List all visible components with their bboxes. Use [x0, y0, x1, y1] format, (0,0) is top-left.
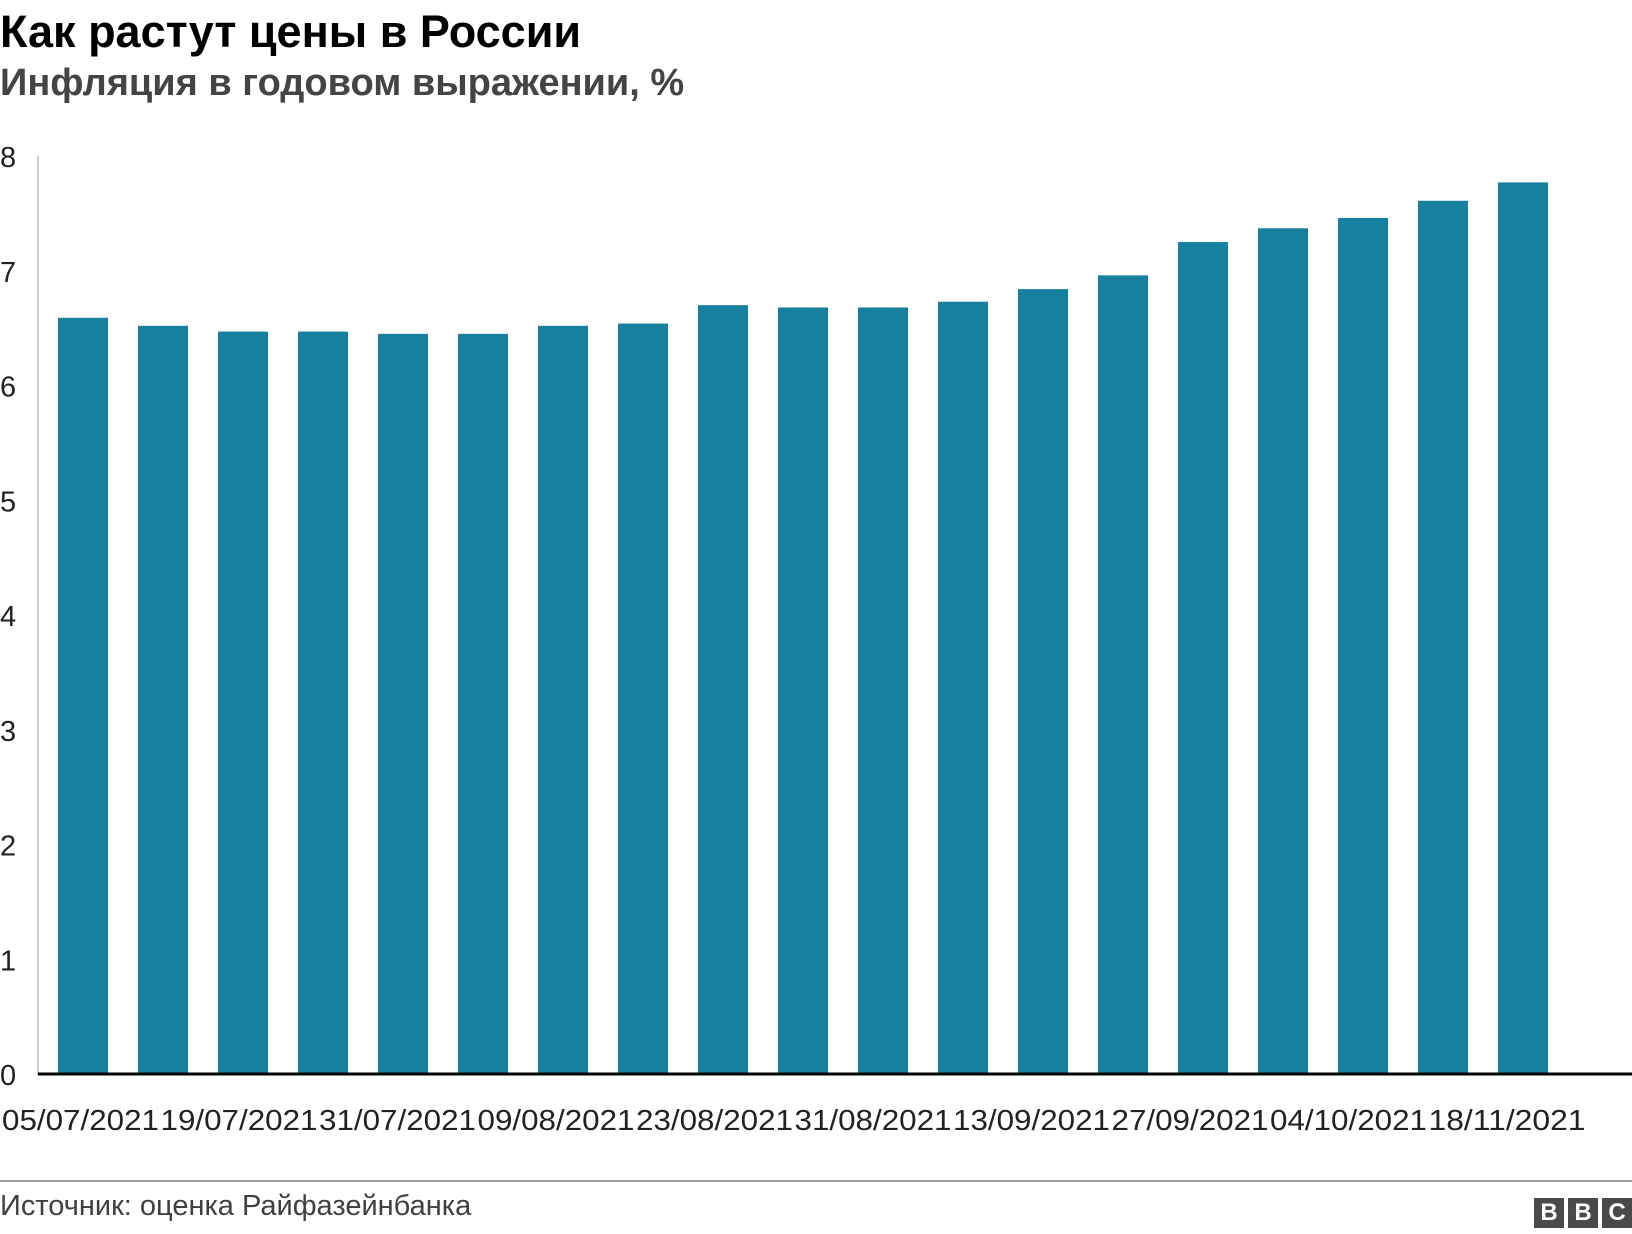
x-tick-label: 09/08/2021 [478, 1105, 635, 1137]
bar-chart: 0 1 2 3 4 5 6 7 8 05/07/2021 19/07/2021 31/07/2021… [0, 142, 1632, 1137]
bar-19 [1498, 182, 1548, 1074]
x-tick-label: 18/11/2021 [1429, 1105, 1586, 1137]
bar-9 [698, 305, 748, 1074]
x-tick-label: 19/07/2021 [161, 1105, 318, 1137]
chart-subtitle: Инфляция в годовом выражении, % [0, 62, 685, 104]
bar-16 [1258, 228, 1308, 1075]
bar-17 [1338, 217, 1388, 1075]
bar-7 [538, 325, 588, 1075]
y-tick-label: 2 [0, 831, 16, 863]
y-tick-label: 3 [0, 716, 16, 748]
bar-5 [378, 333, 428, 1074]
bar-18 [1418, 200, 1468, 1074]
x-axis-ticks: 05/07/2021 19/07/2021 31/07/2021 09/08/2021… [2, 1105, 1586, 1137]
x-tick-label: 04/10/2021 [1270, 1105, 1427, 1137]
logo-letter-b2: B [1568, 1198, 1598, 1228]
source-note: Источник: оценка Райфазейнбанка [0, 1190, 472, 1222]
bar-12 [938, 301, 988, 1074]
x-tick-label: 31/07/2021 [319, 1105, 476, 1137]
bar-4 [298, 331, 348, 1074]
bar-1 [58, 317, 108, 1074]
y-tick-label: 1 [0, 945, 16, 977]
chart-title: Как растут цены в России [0, 6, 582, 57]
logo-letter-c: C [1602, 1198, 1632, 1228]
bar-6 [458, 333, 508, 1074]
y-tick-label: 4 [0, 601, 16, 633]
bar-2 [138, 325, 188, 1075]
bar-8 [618, 323, 668, 1074]
y-tick-label: 5 [0, 486, 16, 518]
y-tick-label: 0 [0, 1060, 16, 1092]
bbc-logo: B B C [1534, 1198, 1632, 1228]
y-axis-ticks: 0 1 2 3 4 5 6 7 8 [0, 142, 16, 1092]
y-tick-label: 7 [0, 257, 16, 289]
bar-14 [1098, 275, 1148, 1075]
x-tick-label: 05/07/2021 [2, 1105, 159, 1137]
y-tick-label: 8 [0, 142, 16, 174]
x-tick-label: 23/08/2021 [636, 1105, 793, 1137]
bar-10 [778, 307, 828, 1075]
x-tick-label: 13/09/2021 [953, 1105, 1110, 1137]
bars [58, 182, 1548, 1075]
logo-letter-b1: B [1534, 1198, 1564, 1228]
footer-divider [0, 1180, 1632, 1182]
bar-13 [1018, 289, 1068, 1074]
bar-3 [218, 331, 268, 1074]
y-tick-label: 6 [0, 372, 16, 404]
bar-15 [1178, 242, 1228, 1074]
bar-11 [858, 307, 908, 1075]
x-tick-label: 27/09/2021 [1112, 1105, 1269, 1137]
x-tick-label: 31/08/2021 [795, 1105, 952, 1137]
